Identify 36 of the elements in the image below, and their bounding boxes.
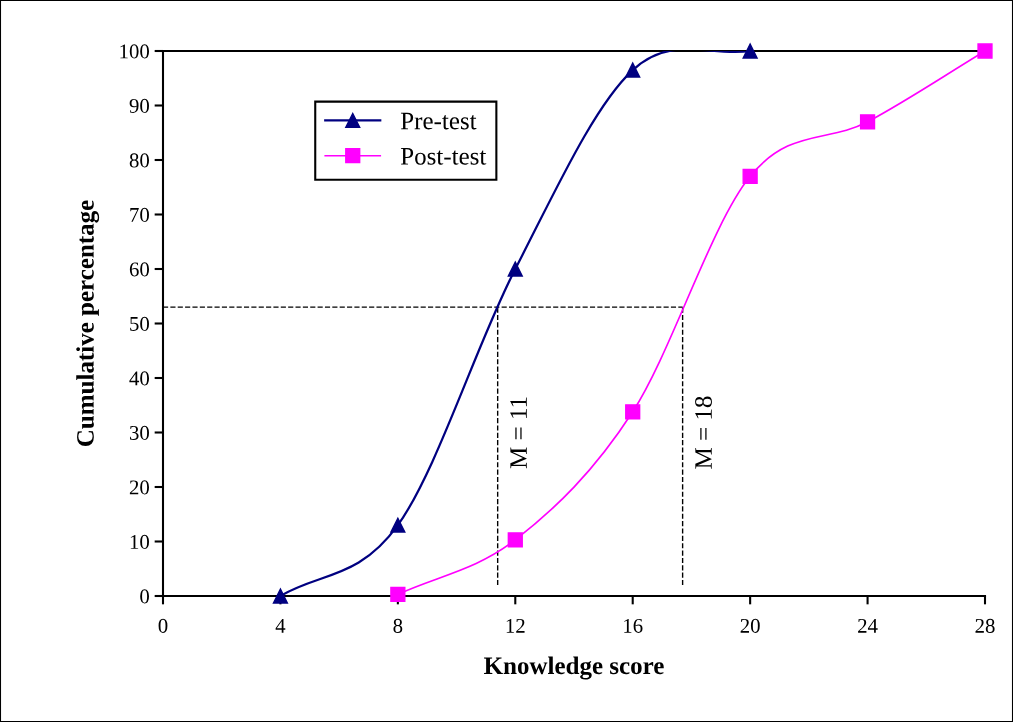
y-tick-label: 50 (130, 316, 150, 331)
y-tick-label: 40 (129, 371, 150, 386)
legend-label: Pre-test (400, 112, 477, 130)
y-tick-label: 60 (129, 262, 150, 277)
y-tick-label: 80 (129, 153, 150, 168)
y-axis-title: Cumulative percentage (76, 200, 100, 446)
point (977, 43, 993, 59)
y-tick-label: 30 (129, 425, 150, 440)
x-tick-label: 4 (275, 618, 286, 633)
x-tick-label: 0 (158, 618, 168, 633)
x-tick-label: 24 (858, 618, 878, 633)
ref-line-label: M = 11 (510, 397, 527, 469)
y-tick-label: 10 (130, 534, 150, 549)
point (390, 517, 406, 533)
point (742, 43, 758, 59)
point (507, 532, 523, 548)
point (390, 586, 406, 603)
legend-label: Post-test (400, 148, 487, 165)
point (507, 261, 523, 277)
x-tick-label: 20 (740, 618, 760, 633)
x-tick-label: 16 (624, 618, 643, 633)
x-axis-title: Knowledge score (484, 656, 664, 680)
point (625, 404, 641, 420)
y-tick-label: 0 (140, 589, 150, 604)
ref-line-label: M = 18 (695, 396, 712, 469)
point (742, 168, 758, 184)
y-tick-label: 100 (120, 44, 150, 59)
y-tick-label: 20 (129, 480, 150, 495)
x-tick-label: 12 (506, 618, 525, 633)
point (272, 588, 289, 604)
point (859, 114, 876, 130)
x-tick-label: 28 (975, 618, 995, 633)
y-tick-label: 70 (130, 207, 150, 222)
point (625, 62, 641, 78)
y-tick-label: 90 (129, 98, 150, 113)
x-tick-label: 8 (393, 618, 403, 633)
